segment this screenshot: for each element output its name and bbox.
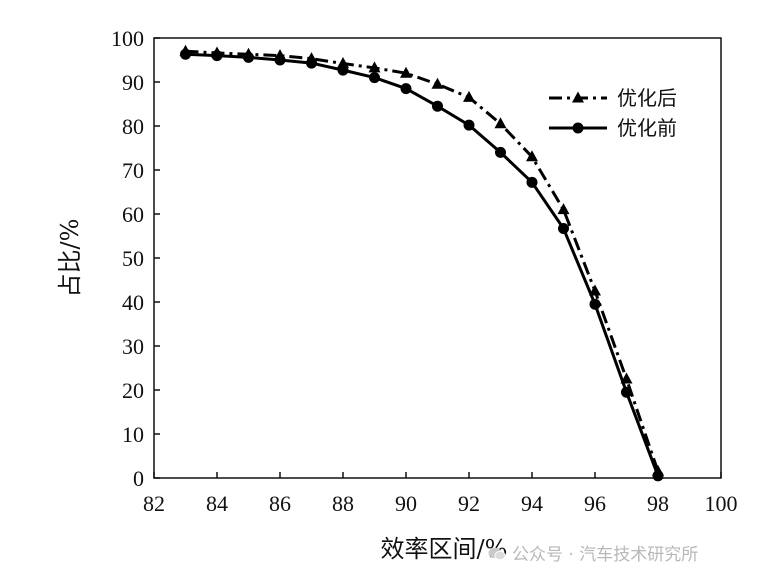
series-after	[179, 44, 664, 476]
triangle-marker	[620, 372, 633, 384]
series-before	[180, 48, 664, 482]
y-tick-label: 60	[122, 202, 144, 227]
triangle-marker	[589, 284, 601, 296]
legend-label: 优化后	[617, 86, 677, 110]
triangle-marker	[305, 52, 318, 64]
triangle-marker	[572, 91, 584, 103]
circle-marker	[400, 83, 412, 95]
circle-marker	[495, 146, 506, 158]
triangle-marker	[463, 90, 475, 102]
x-tick-label: 98	[647, 491, 669, 516]
triangle-marker	[526, 150, 538, 162]
triangle-marker	[400, 66, 412, 78]
y-tick-label: 70	[122, 158, 144, 183]
triangle-marker	[494, 117, 507, 129]
circle-marker	[572, 122, 584, 134]
triangle-marker	[557, 203, 570, 215]
circle-marker	[558, 223, 569, 235]
axis-ticks: 82 84 86 88 90 92 94 96 98 100 0 10 20 30 40 50 60 70 80 90…	[111, 26, 738, 516]
y-tick-label: 30	[122, 334, 144, 359]
watermark-text: 公众号 · 汽车技术研究所	[512, 545, 699, 565]
x-tick-label: 86	[269, 491, 291, 516]
x-tick-label: 100	[705, 491, 738, 516]
circle-marker	[432, 100, 443, 112]
triangle-marker	[179, 44, 192, 56]
x-tick-label: 88	[332, 491, 354, 516]
x-tick-label: 84	[206, 491, 228, 516]
circle-marker	[463, 119, 475, 131]
y-tick-label: 0	[133, 466, 144, 491]
triangle-marker	[274, 49, 286, 61]
y-axis-label: 占比/%	[56, 219, 84, 298]
legend-label: 优化前	[617, 116, 677, 140]
series-line	[185, 49, 660, 472]
triangle-marker	[211, 46, 223, 58]
circle-marker	[589, 298, 601, 310]
watermark: 公众号 · 汽车技术研究所	[488, 540, 698, 565]
y-tick-label: 80	[122, 114, 144, 139]
x-tick-label: 94	[521, 491, 543, 516]
x-tick-label: 90	[395, 491, 417, 516]
triangle-marker	[337, 57, 349, 69]
x-tick-label: 92	[458, 491, 480, 516]
triangle-marker	[431, 77, 444, 89]
y-tick-label: 50	[122, 246, 144, 271]
y-tick-label: 20	[122, 378, 144, 403]
y-tick-label: 10	[122, 422, 144, 447]
y-tick-label: 40	[122, 290, 144, 315]
x-tick-label: 96	[584, 491, 606, 516]
circle-marker	[526, 176, 538, 188]
x-axis-label: 效率区间/%	[381, 535, 508, 563]
circle-marker	[369, 72, 380, 84]
x-tick-label: 82	[143, 491, 165, 516]
series-group	[179, 44, 664, 482]
wechat-icon	[488, 547, 506, 561]
triangle-marker	[242, 47, 255, 59]
y-tick-label: 90	[122, 70, 144, 95]
y-tick-label: 100	[111, 26, 144, 51]
series-line	[185, 52, 660, 477]
triangle-marker	[652, 464, 664, 476]
triangle-marker	[368, 61, 381, 73]
